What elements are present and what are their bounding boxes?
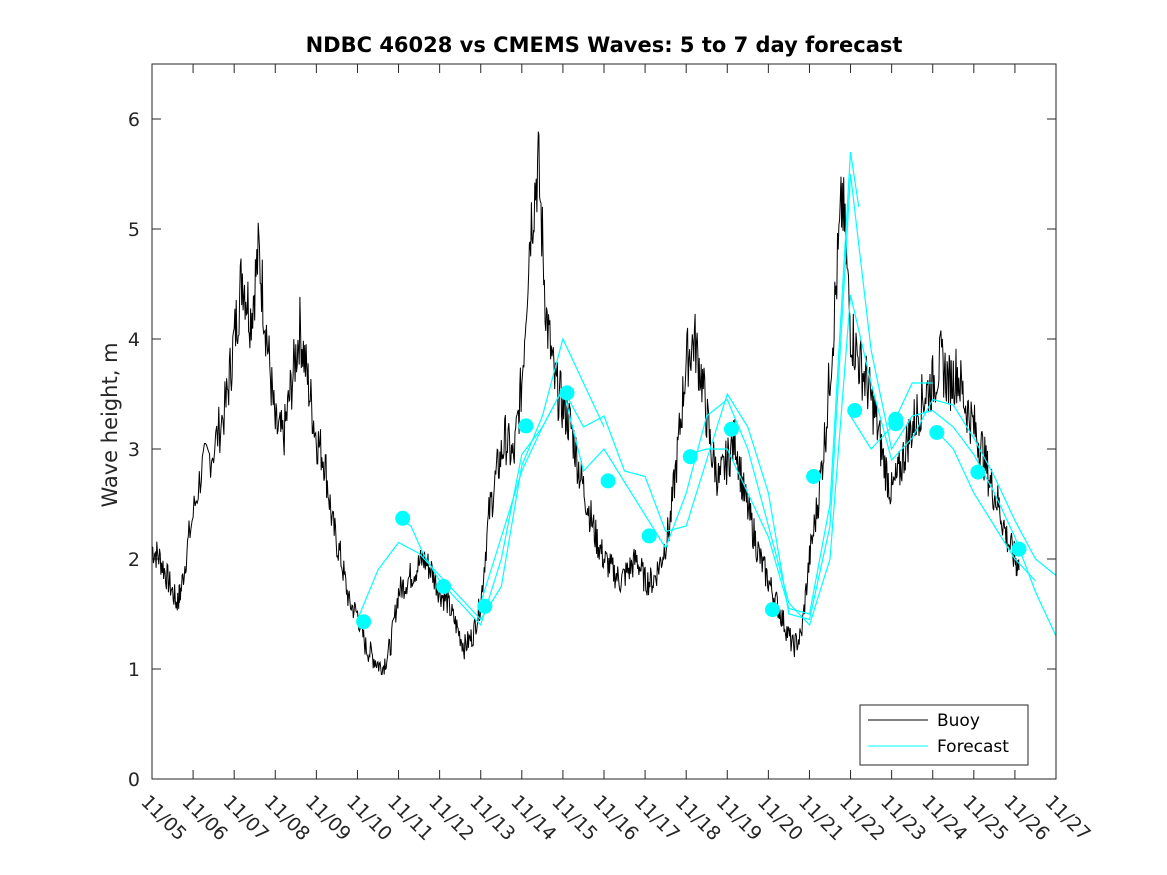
forecast-markers xyxy=(356,385,1027,630)
forecast-marker xyxy=(970,464,986,480)
y-tick-label: 5 xyxy=(128,219,140,241)
forecast-marker xyxy=(723,421,739,437)
x-tick-label: 11/05 xyxy=(136,791,190,845)
x-tick-label: 11/22 xyxy=(835,791,889,845)
forecast-marker xyxy=(888,411,904,427)
y-tick-label: 2 xyxy=(128,549,140,571)
forecast-marker xyxy=(600,473,616,489)
y-tick-label: 1 xyxy=(128,659,140,681)
x-tick-labels: 11/0511/0611/0711/0811/0911/1011/1111/12… xyxy=(136,791,1094,845)
x-tick-label: 11/18 xyxy=(671,791,725,845)
forecast-series-line xyxy=(356,337,605,621)
x-tick-label: 11/15 xyxy=(547,791,601,845)
x-tick-label: 11/07 xyxy=(219,791,273,845)
plot-area xyxy=(152,64,1056,779)
forecast-series-line xyxy=(398,294,1057,627)
y-tick-label: 0 xyxy=(128,769,140,791)
legend-box xyxy=(859,704,1029,766)
y-tick-label: 3 xyxy=(128,439,140,461)
series-layer xyxy=(151,131,1057,675)
forecast-marker xyxy=(806,469,822,484)
x-tick-label: 11/19 xyxy=(712,791,766,845)
x-tick-label: 11/11 xyxy=(383,791,437,845)
x-tick-label: 11/17 xyxy=(630,791,684,845)
x-tick-label: 11/21 xyxy=(794,791,848,845)
x-tick-label: 11/23 xyxy=(876,791,930,845)
forecast-series-line xyxy=(932,426,1036,582)
forecast-marker xyxy=(356,614,372,630)
buoy-series-line xyxy=(151,131,1020,675)
forecast-marker xyxy=(765,602,780,618)
forecast-marker xyxy=(395,510,411,526)
x-tick-label: 11/08 xyxy=(260,791,314,845)
forecast-series-line xyxy=(686,151,860,615)
y-tick-label: 6 xyxy=(128,109,140,131)
forecast-marker xyxy=(929,425,945,440)
forecast-marker xyxy=(477,598,493,614)
axis-ticks xyxy=(151,64,1057,780)
x-tick-label: 11/24 xyxy=(917,791,971,845)
x-tick-label: 11/09 xyxy=(301,791,355,845)
forecast-marker xyxy=(847,403,863,418)
forecast-marker xyxy=(682,449,698,465)
legend-forecast-label: Forecast xyxy=(937,737,1009,757)
x-tick-label: 11/13 xyxy=(465,791,519,845)
plot-frame xyxy=(151,63,1057,780)
y-tick-label: 4 xyxy=(128,329,140,351)
x-tick-label: 11/14 xyxy=(506,791,560,845)
x-tick-label: 11/06 xyxy=(178,791,232,845)
x-tick-label: 11/12 xyxy=(424,791,478,845)
y-axis-label: Wave height, m xyxy=(98,342,122,507)
x-tick-label: 11/16 xyxy=(588,791,642,845)
x-tick-label: 11/27 xyxy=(1040,791,1094,845)
forecast-marker xyxy=(436,579,452,594)
x-tick-label: 11/10 xyxy=(342,791,396,845)
x-tick-label: 11/25 xyxy=(958,791,1012,845)
x-tick-label: 11/20 xyxy=(753,791,807,845)
legend: Buoy Forecast xyxy=(859,704,1029,766)
forecast-marker xyxy=(641,528,657,544)
forecast-marker xyxy=(518,418,534,434)
y-tick-labels: 0 1 2 3 4 5 6 xyxy=(128,109,140,791)
forecast-series-line xyxy=(480,173,1057,637)
x-tick-label: 11/26 xyxy=(999,791,1053,845)
chart-title: NDBC 46028 vs CMEMS Waves: 5 to 7 day fo… xyxy=(306,33,903,57)
forecast-marker xyxy=(559,385,575,401)
legend-buoy-label: Buoy xyxy=(937,711,980,731)
forecast-marker xyxy=(1011,541,1027,557)
